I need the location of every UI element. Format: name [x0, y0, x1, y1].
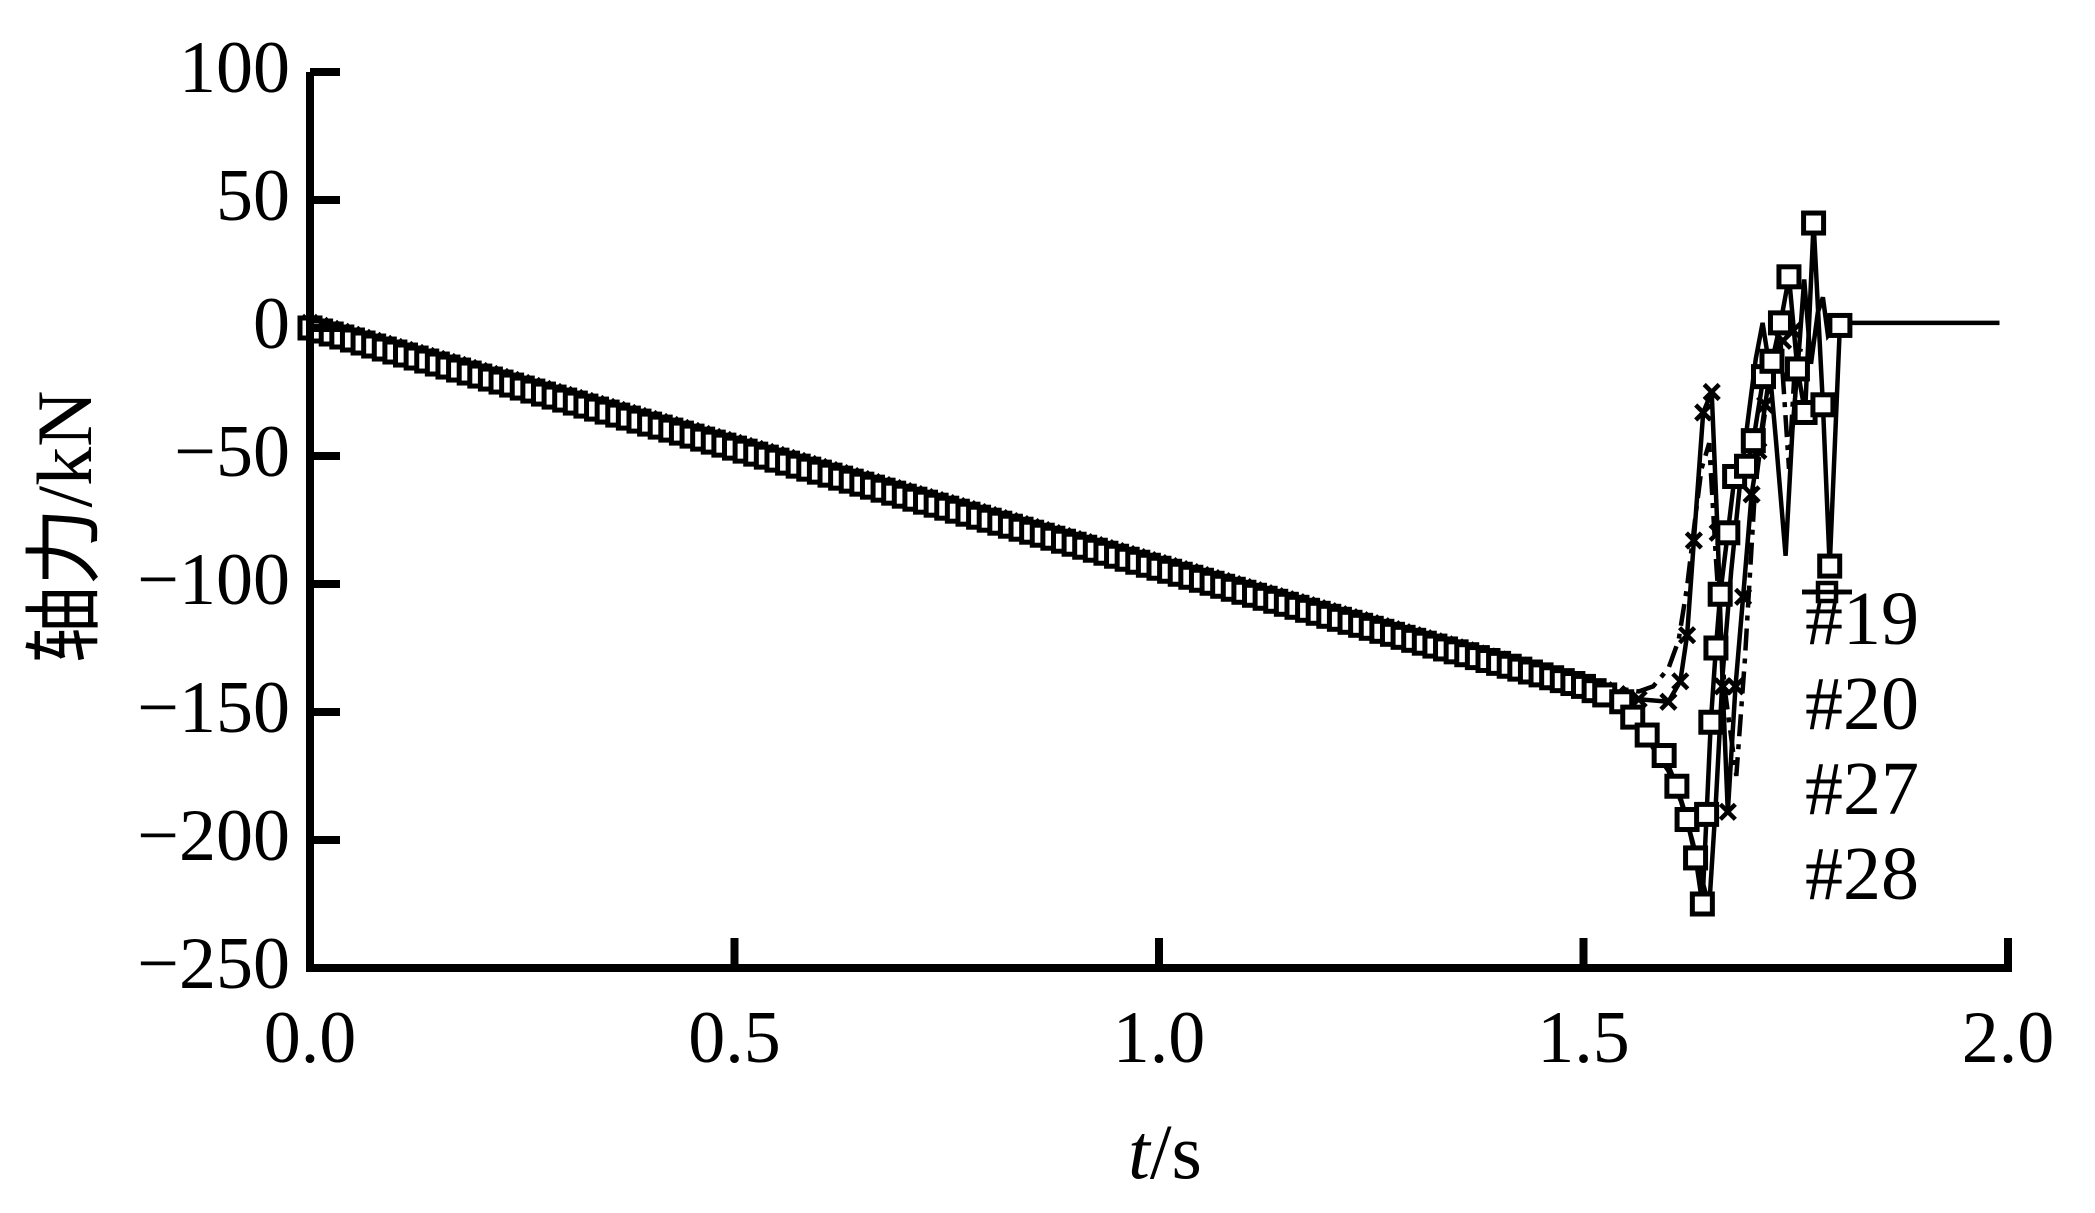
x-tick-label: 0.0 [264, 997, 357, 1079]
y-tick-label: −150 [137, 667, 290, 749]
y-axis-label: 轴力/kN [2, 390, 114, 663]
legend-sample-28 [1802, 589, 1852, 595]
legend-item-27: #27 [1800, 580, 1919, 831]
legend-label-27: #27 [1805, 746, 1919, 831]
y-tick-label: 0 [253, 283, 290, 365]
y-tick-label: 50 [216, 155, 290, 237]
axes [306, 68, 2012, 972]
y-tick-label: −100 [137, 539, 290, 621]
x-tick-label: 2.0 [1962, 997, 2055, 1079]
y-tick-label: −50 [174, 411, 290, 493]
legend-item-20: #20 [1800, 589, 1919, 746]
x-tick-label: 1.0 [1113, 997, 1206, 1079]
x-tick-label: 1.5 [1537, 997, 1630, 1079]
y-tick-label: −200 [137, 795, 290, 877]
x-axis-label: t/s [1128, 1107, 1202, 1197]
legend-label-20: #20 [1805, 661, 1919, 746]
x-axis-label-variable: t [1128, 1108, 1150, 1195]
y-tick-label: 100 [179, 27, 290, 109]
y-tick-label: −250 [137, 923, 290, 1005]
y-axis-label-text: 轴力/kN [21, 390, 108, 664]
x-axis-label-unit: /s [1149, 1108, 1202, 1195]
series-line-27 [309, 222, 1843, 905]
legend-label-28: #28 [1805, 831, 1919, 916]
x-tick-label: 0.5 [688, 997, 781, 1079]
legend-item-28: #28 [1800, 589, 1919, 916]
legend: #19 #20 #27 #28 [1800, 576, 1919, 916]
series-markers-27 [297, 210, 1853, 917]
